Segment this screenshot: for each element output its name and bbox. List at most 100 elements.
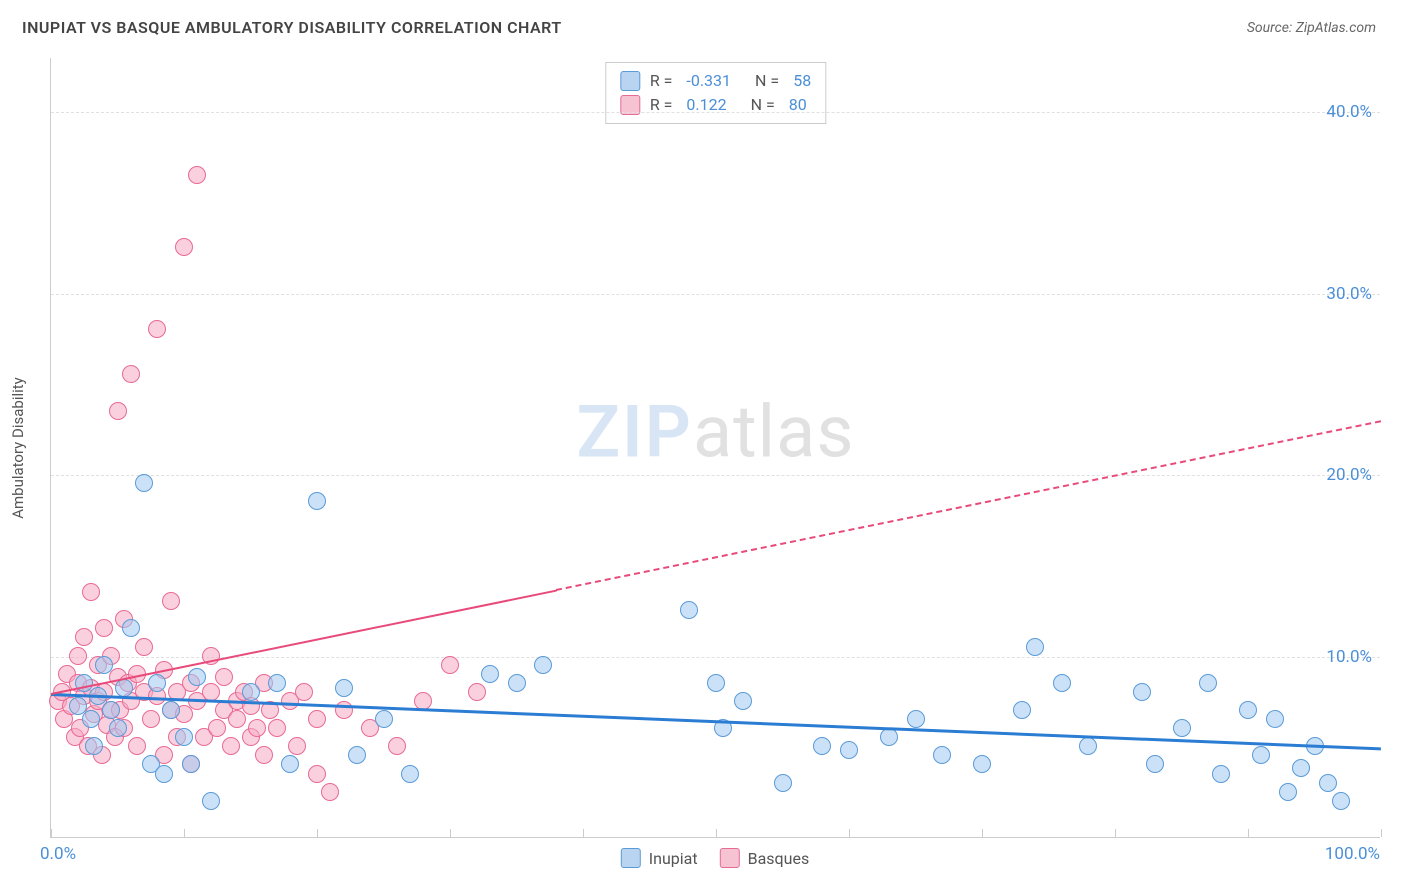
y-tick-label: 40.0% [1326, 102, 1372, 122]
data-point [1199, 674, 1217, 692]
x-tick [982, 829, 983, 837]
data-point [82, 583, 100, 601]
data-point [401, 765, 419, 783]
data-point [1252, 746, 1270, 764]
x-tick [1381, 829, 1382, 837]
x-tick [849, 829, 850, 837]
grid-line [51, 112, 1380, 113]
legend-swatch [621, 848, 641, 868]
x-tick [716, 829, 717, 837]
data-point [880, 728, 898, 746]
chart-header: INUPIAT VS BASQUE AMBULATORY DISABILITY … [0, 0, 1406, 47]
data-point [208, 719, 226, 737]
x-tick [51, 829, 52, 837]
data-point [335, 679, 353, 697]
data-point [840, 741, 858, 759]
data-point [155, 765, 173, 783]
data-point [148, 674, 166, 692]
legend-r-label: R = [650, 69, 673, 93]
data-point [295, 683, 313, 701]
data-point [109, 719, 127, 737]
data-point [813, 737, 831, 755]
x-axis-min: 0.0% [40, 844, 76, 864]
legend-row: R =-0.331N =58 [620, 69, 811, 93]
data-point [508, 674, 526, 692]
data-point [308, 710, 326, 728]
x-tick [317, 829, 318, 837]
legend-item: Basques [720, 848, 810, 868]
data-point [288, 737, 306, 755]
data-point [1279, 783, 1297, 801]
data-point [242, 683, 260, 701]
data-point [907, 710, 925, 728]
y-tick-label: 20.0% [1326, 465, 1372, 485]
data-point [973, 755, 991, 773]
data-point [188, 166, 206, 184]
data-point [1173, 719, 1191, 737]
data-point [85, 737, 103, 755]
data-point [202, 683, 220, 701]
y-axis-title: Ambulatory Disability [9, 377, 27, 519]
x-tick [1115, 829, 1116, 837]
series-legend: Inupiat Basques [621, 848, 809, 868]
data-point [122, 619, 140, 637]
data-point [1053, 674, 1071, 692]
chart-title: INUPIAT VS BASQUE AMBULATORY DISABILITY … [22, 18, 562, 37]
data-point [308, 492, 326, 510]
legend-label: Inupiat [649, 849, 698, 868]
data-point [95, 656, 113, 674]
data-point [109, 402, 127, 420]
trend-line [51, 590, 557, 695]
legend-swatch [620, 71, 640, 91]
data-point [268, 674, 286, 692]
data-point [142, 710, 160, 728]
data-point [1266, 710, 1284, 728]
data-point [308, 765, 326, 783]
data-point [255, 746, 273, 764]
data-point [468, 683, 486, 701]
data-point [1013, 701, 1031, 719]
data-point [1319, 774, 1337, 792]
data-point [321, 783, 339, 801]
source-attribution: Source: ZipAtlas.com [1247, 20, 1376, 36]
data-point [102, 701, 120, 719]
data-point [75, 628, 93, 646]
legend-swatch [720, 848, 740, 868]
correlation-legend: R =-0.331N =58R =0.122N =80 [605, 62, 826, 124]
plot-area: ZIPatlas R =-0.331N =58R =0.122N =80 10.… [50, 58, 1380, 838]
watermark-atlas: atlas [693, 389, 855, 474]
data-point [1079, 737, 1097, 755]
data-point [375, 710, 393, 728]
data-point [182, 755, 200, 773]
data-point [1146, 755, 1164, 773]
data-point [281, 755, 299, 773]
data-point [268, 719, 286, 737]
grid-line [51, 475, 1380, 476]
y-tick-label: 30.0% [1326, 284, 1372, 304]
x-tick [450, 829, 451, 837]
data-point [933, 746, 951, 764]
data-point [69, 647, 87, 665]
x-tick [184, 829, 185, 837]
data-point [95, 619, 113, 637]
watermark: ZIPatlas [576, 389, 854, 474]
watermark-zip: ZIP [576, 389, 692, 474]
grid-line [51, 657, 1380, 658]
data-point [135, 474, 153, 492]
trend-line-extrapolated [556, 421, 1381, 592]
data-point [1026, 638, 1044, 656]
data-point [202, 792, 220, 810]
data-point [175, 238, 193, 256]
legend-label: Basques [748, 849, 810, 868]
data-point [248, 719, 266, 737]
data-point [1292, 759, 1310, 777]
data-point [148, 320, 166, 338]
data-point [122, 365, 140, 383]
data-point [82, 710, 100, 728]
data-point [162, 592, 180, 610]
data-point [1239, 701, 1257, 719]
data-point [734, 692, 752, 710]
data-point [441, 656, 459, 674]
chart-container: Ambulatory Disability ZIPatlas R =-0.331… [50, 58, 1380, 838]
legend-item: Inupiat [621, 848, 698, 868]
